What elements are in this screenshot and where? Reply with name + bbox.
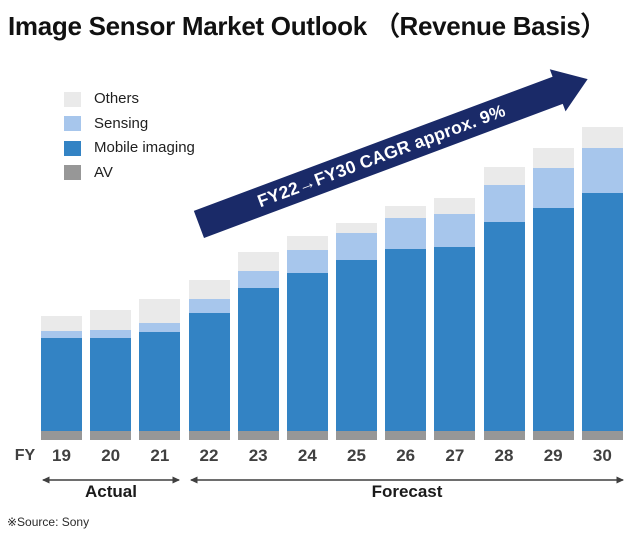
segment-av-fy26 [385, 431, 427, 440]
segment-others-fy27 [434, 197, 476, 215]
segment-others-fy22 [188, 280, 230, 300]
segment-sensing-fy19 [41, 330, 82, 339]
segment-mobile-imaging-fy29 [532, 207, 574, 432]
segment-sensing-fy27 [434, 214, 476, 248]
axis-fy-label: FY [14, 447, 36, 464]
legend-swatch-mobile-imaging [64, 140, 81, 156]
segment-others-fy24 [286, 236, 328, 251]
bar-fy30 [581, 126, 623, 440]
bar-fy27 [434, 197, 476, 440]
segment-others-fy29 [532, 148, 574, 168]
segment-others-fy23 [237, 251, 279, 271]
segment-others-fy20 [90, 310, 132, 331]
segment-av-fy24 [286, 431, 328, 440]
legend-label-sensing: Sensing [94, 114, 149, 132]
axis-label-fy30: 30 [592, 446, 612, 465]
forecast-range-label: Forecast [371, 482, 443, 501]
cagr-banner-text: FY22→FY30 CAGR approx. 9% [255, 100, 509, 211]
segment-av-fy30 [581, 431, 623, 440]
segment-sensing-fy30 [581, 148, 623, 193]
segment-others-fy30 [581, 126, 623, 149]
segment-sensing-fy29 [532, 167, 574, 208]
legend-item-av: AV [64, 163, 195, 181]
source-note: ※Source: Sony [7, 515, 90, 529]
segment-sensing-fy22 [188, 299, 230, 313]
segment-others-fy26 [385, 205, 427, 219]
range-arrows [42, 476, 624, 484]
segment-sensing-fy28 [483, 185, 525, 223]
segment-av-fy27 [434, 431, 476, 440]
bar-fy24 [286, 236, 328, 440]
segment-mobile-imaging-fy23 [237, 287, 279, 432]
segment-sensing-fy25 [336, 232, 378, 261]
segment-sensing-fy26 [385, 218, 427, 250]
segment-mobile-imaging-fy21 [139, 331, 181, 432]
legend-item-others: Others [64, 91, 195, 107]
legend: Others Sensing Mobile imaging AV [64, 91, 195, 189]
legend-swatch-others [64, 91, 81, 107]
segment-av-fy25 [336, 431, 378, 440]
bar-fy21 [139, 299, 181, 440]
segment-others-fy19 [41, 315, 82, 331]
segment-mobile-imaging-fy22 [188, 312, 230, 432]
segment-mobile-imaging-fy30 [581, 192, 623, 432]
segment-mobile-imaging-fy19 [41, 338, 82, 432]
axis-label-fy22: 22 [199, 446, 219, 465]
actual-range-label: Actual [85, 482, 137, 501]
axis-label-fy20: 20 [101, 446, 121, 465]
segment-others-fy25 [336, 222, 378, 233]
segment-mobile-imaging-fy20 [90, 337, 132, 432]
segment-others-fy28 [483, 167, 525, 186]
segment-av-fy29 [532, 431, 574, 440]
bar-fy22 [188, 280, 230, 440]
axis-label-fy21: 21 [150, 446, 170, 465]
segment-av-fy19 [41, 431, 82, 440]
axis-label-fy23: 23 [248, 446, 268, 465]
axis-label-fy25: 25 [347, 446, 366, 465]
legend-label-mobile-imaging: Mobile imaging [94, 139, 195, 156]
bar-fy20 [90, 310, 132, 440]
axis-label-fy26: 26 [396, 446, 416, 465]
segment-av-fy23 [237, 431, 279, 440]
axis-label-fy27: 27 [445, 446, 465, 465]
page-title: Image Sensor Market Outlook （Revenue Bas… [8, 11, 607, 41]
segment-av-fy21 [139, 431, 181, 440]
bar-fy26 [385, 205, 427, 440]
segment-sensing-fy23 [237, 270, 279, 288]
segment-mobile-imaging-fy24 [286, 272, 328, 432]
legend-item-sensing: Sensing [64, 114, 195, 132]
segment-av-fy22 [188, 431, 230, 440]
bar-fy29 [532, 148, 574, 440]
segment-sensing-fy21 [139, 323, 181, 332]
legend-swatch-sensing [64, 116, 81, 131]
bar-fy23 [237, 251, 279, 440]
segment-sensing-fy24 [286, 250, 328, 273]
segment-mobile-imaging-fy26 [385, 249, 427, 432]
segment-mobile-imaging-fy28 [483, 222, 525, 432]
segment-mobile-imaging-fy25 [336, 260, 378, 432]
legend-label-av: AV [94, 163, 113, 181]
bar-fy19 [41, 315, 82, 440]
axis-label-fy19: 19 [52, 446, 71, 465]
bar-fy28 [483, 167, 525, 440]
legend-swatch-av [64, 165, 81, 180]
axis-label-fy28: 28 [494, 446, 514, 465]
segment-av-fy28 [483, 431, 525, 440]
axis-label-fy29: 29 [543, 446, 563, 465]
segment-av-fy20 [90, 431, 132, 440]
bar-fy25 [336, 222, 378, 440]
legend-label-others: Others [94, 90, 140, 107]
legend-item-mobile-imaging: Mobile imaging [64, 140, 195, 156]
segment-mobile-imaging-fy27 [434, 247, 476, 432]
axis-label-fy24: 24 [297, 446, 317, 465]
segment-others-fy21 [139, 299, 181, 324]
segment-sensing-fy20 [90, 330, 132, 338]
